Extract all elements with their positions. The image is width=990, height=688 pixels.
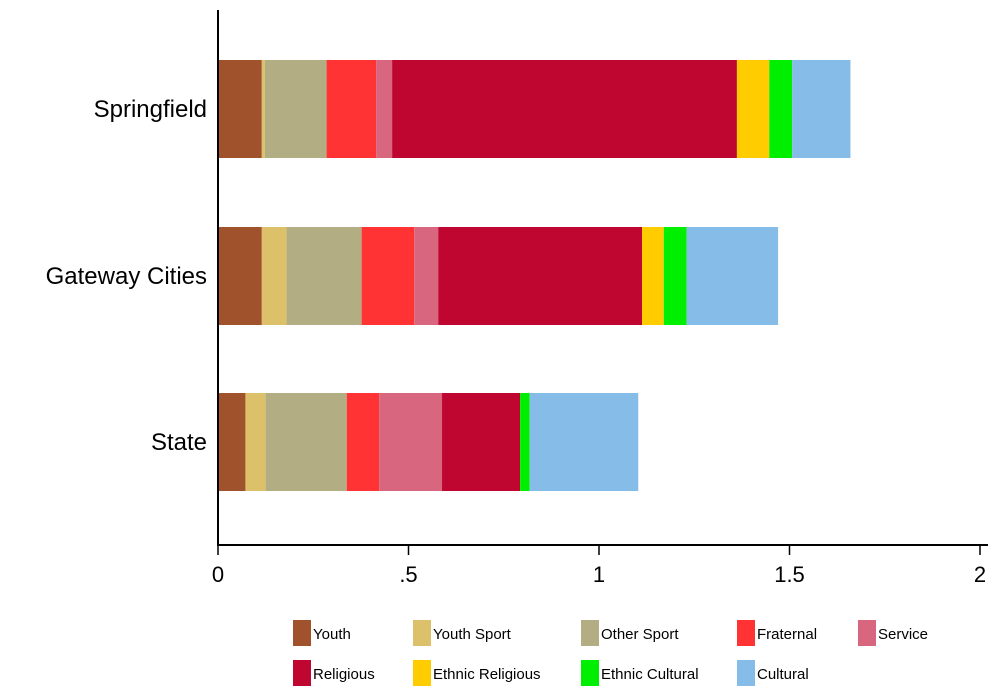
legend-swatch: [293, 620, 311, 646]
x-tick-label: 1: [593, 562, 605, 587]
bar-segment-2-0: [218, 393, 246, 491]
legend-label: Other Sport: [601, 626, 679, 643]
x-tick-label: 1.5: [774, 562, 805, 587]
legend-swatch: [737, 660, 755, 686]
bar-segment-0-3: [326, 60, 377, 158]
bar-segment-0-1: [261, 60, 265, 158]
legend-label: Youth: [313, 626, 351, 643]
legend-swatch: [737, 620, 755, 646]
x-tick-label: 2: [974, 562, 986, 587]
legend-label: Ethnic Religious: [433, 666, 541, 683]
bar-segment-1-0: [218, 227, 262, 325]
bar-segment-0-5: [392, 60, 737, 158]
bar-segment-1-8: [686, 227, 779, 325]
bar-segment-2-7: [520, 393, 530, 491]
bar-segment-0-0: [218, 60, 262, 158]
bar-segment-2-2: [265, 393, 347, 491]
plot-area: [218, 60, 851, 491]
legend-label: Ethnic Cultural: [601, 666, 699, 683]
legend-label: Youth Sport: [433, 626, 512, 643]
bar-segment-0-4: [376, 60, 393, 158]
legend-label: Fraternal: [757, 626, 817, 643]
bar-segment-1-1: [261, 227, 287, 325]
legend-swatch: [413, 660, 431, 686]
legend-swatch: [581, 660, 599, 686]
legend: Youth Youth Sport Other Sport Fraternal Serv…: [293, 620, 928, 686]
legend-swatch: [413, 620, 431, 646]
x-axis-ticks: 0 .5 1 1.5 2: [212, 545, 986, 587]
y-axis-labels: Springfield Gateway Cities State: [46, 96, 207, 456]
bar-segment-1-3: [361, 227, 415, 325]
bar-segment-0-2: [264, 60, 327, 158]
bar-segment-1-2: [286, 227, 362, 325]
legend-label: Service: [878, 626, 928, 643]
bar-segment-2-8: [529, 393, 639, 491]
bar-segment-2-3: [346, 393, 380, 491]
category-label: Springfield: [94, 96, 207, 123]
bar-segment-2-4: [379, 393, 443, 491]
category-label: Gateway Cities: [46, 263, 207, 290]
bar-segment-0-8: [792, 60, 851, 158]
legend-label: Cultural: [757, 666, 809, 683]
x-tick-label: .5: [399, 562, 417, 587]
legend-label: Religious: [313, 666, 375, 683]
category-label: State: [151, 429, 207, 456]
bar-segment-2-5: [442, 393, 521, 491]
bar-segment-0-6: [736, 60, 770, 158]
bar-segment-1-5: [438, 227, 643, 325]
x-tick-label: 0: [212, 562, 224, 587]
legend-swatch: [581, 620, 599, 646]
bar-segment-1-6: [642, 227, 664, 325]
bar-segment-2-1: [245, 393, 266, 491]
bar-segment-1-7: [663, 227, 687, 325]
bar-segment-0-7: [769, 60, 793, 158]
legend-swatch: [293, 660, 311, 686]
bar-segment-1-4: [414, 227, 439, 325]
legend-swatch: [858, 620, 876, 646]
